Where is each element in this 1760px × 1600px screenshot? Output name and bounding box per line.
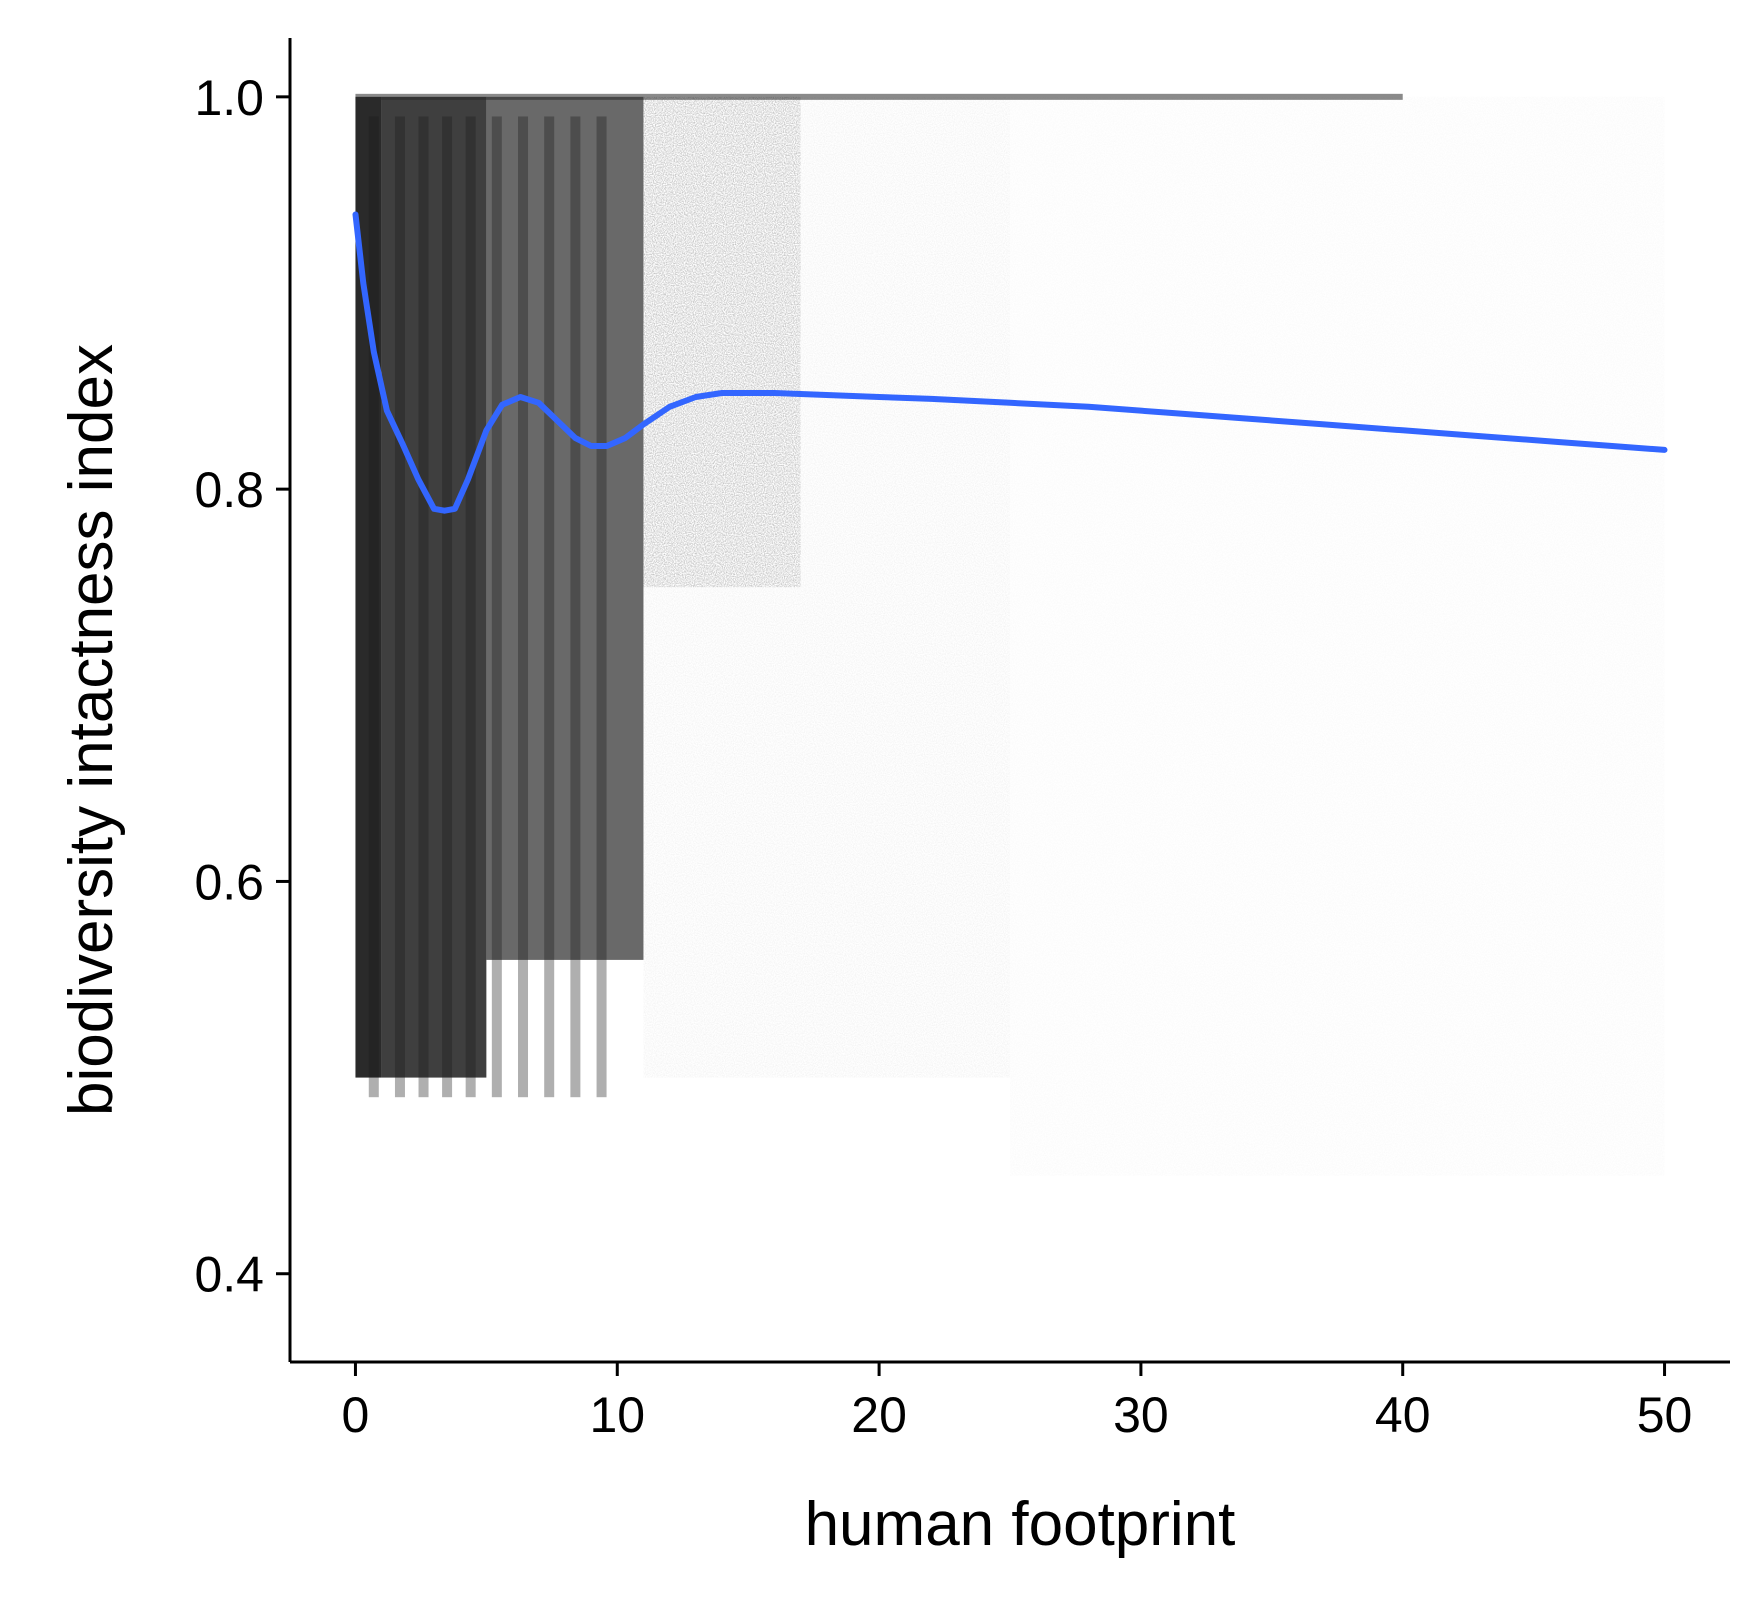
point-column-0 <box>368 116 379 1098</box>
point-column-2 <box>418 116 429 1098</box>
y-tick-label: 0.4 <box>194 1247 264 1303</box>
density-band-5 <box>1010 96 1665 1176</box>
scatter-point-cloud <box>355 93 1665 1176</box>
x-axis-title: human footprint <box>805 1490 1236 1559</box>
x-tick-label: 50 <box>1637 1387 1693 1443</box>
point-column-3 <box>442 116 453 1098</box>
x-tick-label: 40 <box>1375 1387 1431 1443</box>
density-band-1 <box>381 96 487 1078</box>
point-column-4 <box>465 116 476 1098</box>
density-band-2 <box>486 96 644 960</box>
point-column-1 <box>394 116 405 1098</box>
smooth-trend-line <box>352 211 1668 514</box>
y-axis-title: biodiversity intactness index <box>57 344 126 1116</box>
point-column-8 <box>570 116 581 1098</box>
x-tick-label: 20 <box>851 1387 907 1443</box>
x-tick-label: 30 <box>1113 1387 1169 1443</box>
ceiling-point-strip <box>355 93 1403 100</box>
y-tick-label: 0.8 <box>194 462 264 518</box>
point-column-5 <box>491 116 502 1098</box>
axis-labels: human footprint biodiversity intactness … <box>57 344 1235 1559</box>
y-tick-label: 0.6 <box>194 854 264 910</box>
point-column-7 <box>544 116 555 1098</box>
point-column-6 <box>518 116 529 1098</box>
y-tick-label: 1.0 <box>194 70 264 126</box>
smooth-trend-layer <box>352 211 1668 514</box>
x-tick-label: 0 <box>342 1387 370 1443</box>
density-band-4 <box>643 96 1010 1078</box>
axes: 0 10 20 30 40 50 0.4 0.6 0.8 1.0 <box>194 38 1730 1443</box>
x-tick-label: 10 <box>589 1387 645 1443</box>
point-column-9 <box>596 116 607 1098</box>
